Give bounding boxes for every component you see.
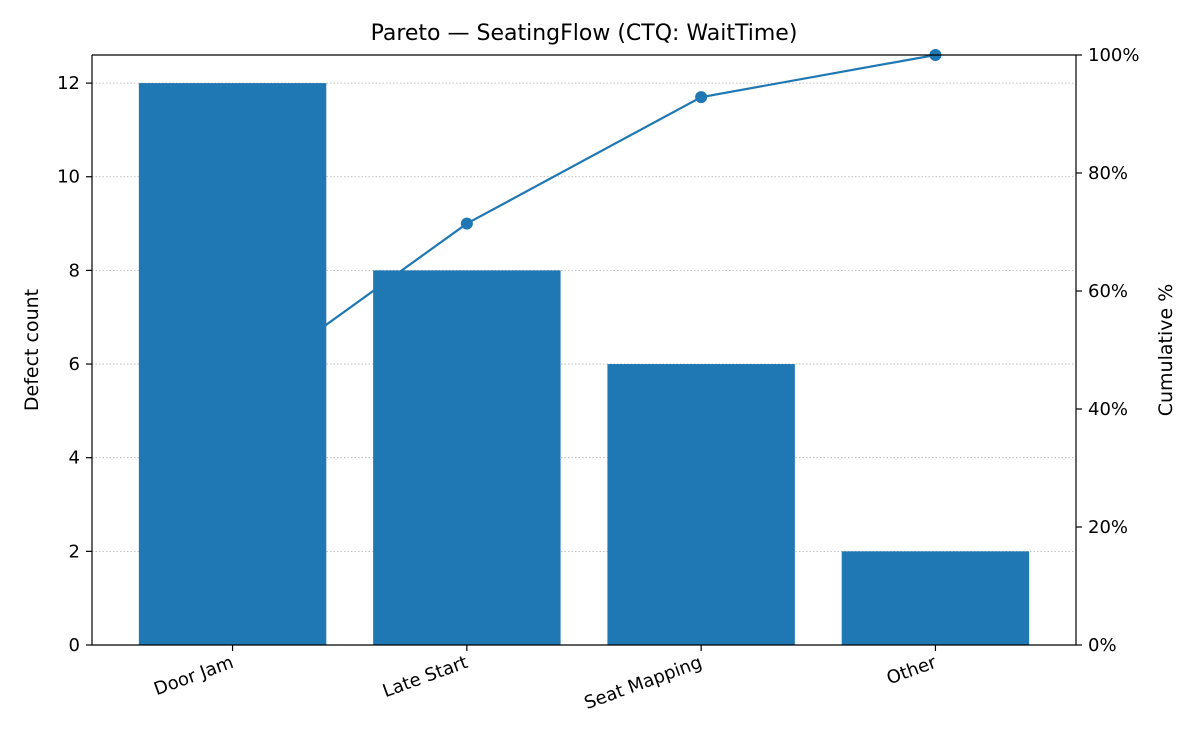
bar-series: [138, 83, 1030, 646]
cumulative-point-3: [695, 91, 708, 104]
cumulative-series: [226, 49, 942, 399]
y-tick-label: 4: [69, 448, 80, 469]
y-ticks: 0 2 4 6 8 10 12: [57, 73, 92, 656]
y2-tick-label: 100%: [1088, 45, 1139, 66]
y-axis-label: Defect count: [21, 289, 43, 411]
cumulative-point-2: [460, 217, 473, 230]
y2-tick-label: 80%: [1088, 163, 1128, 184]
bar-2: [373, 270, 561, 645]
y2-tick-label: 60%: [1088, 281, 1128, 302]
y2-tick-label: 40%: [1088, 399, 1128, 420]
x-ticks: Door Jam Late Start Seat Mapping Other: [151, 645, 940, 714]
y2-tick-label: 0%: [1088, 635, 1117, 656]
y2-tick-label: 20%: [1088, 517, 1128, 538]
y-tick-label: 10: [57, 167, 80, 188]
chart-title: Pareto — SeatingFlow (CTQ: WaitTime): [371, 21, 798, 46]
cumulative-line: [231, 53, 936, 394]
bar-3: [607, 364, 795, 645]
x-tick-label: Seat Mapping: [582, 652, 705, 714]
y-tick-label: 0: [69, 635, 80, 656]
y-tick-label: 6: [69, 354, 80, 375]
bar-4: [841, 551, 1030, 645]
y-tick-label: 2: [69, 541, 80, 562]
y-tick-label: 12: [57, 73, 80, 94]
y2-ticks: 0% 20% 40% 60% 80% 100%: [1076, 45, 1139, 656]
y-tick-label: 8: [69, 260, 80, 281]
x-tick-label: Late Start: [380, 652, 471, 702]
x-tick-label: Door Jam: [151, 652, 236, 700]
y2-axis-label: Cumulative %: [1155, 284, 1177, 417]
axes-frame: [91, 54, 1077, 646]
bar-1: [138, 83, 327, 646]
x-tick-label: Other: [884, 652, 940, 689]
